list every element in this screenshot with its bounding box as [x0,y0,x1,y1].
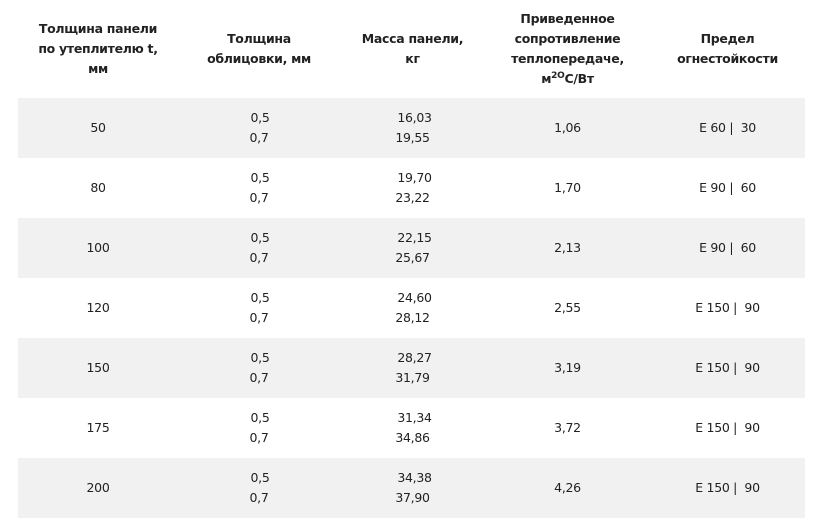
cell-cladding: 0,5 0,7 [249,170,270,205]
cell-mass: 28,27 31,79 [340,338,485,398]
cell-resistance: 1,70 [554,180,581,195]
cell-thickness: 100 [18,218,178,278]
cell-resistance: 3,72 [554,420,581,435]
cell-thickness: 120 [86,300,110,315]
header-row: Толщина панели по утеплителю t, мм Толщина… [18,0,805,98]
cell-cladding: 0,5 0,7 [249,290,270,325]
cell-cladding: 0,5 0,7 [178,338,340,398]
cell-fire: E 90 | 60 [699,180,756,195]
cell-resistance: 3,19 [485,338,650,398]
header-mass: Масса панели, кг [361,31,464,66]
header-cladding: Толщина облицовки, мм [207,31,311,66]
cell-thickness: 175 [86,420,110,435]
cell-mass: 19,70 23,22 [395,170,432,205]
table-row: 100 0,5 0,7 22,15 25,67 2,13 E 90 | 60 [18,218,805,278]
cell-fire: E 60 | 30 [650,98,805,158]
table-row: 120 0,5 0,7 24,60 28,12 2,55 E 150 | 90 [18,278,805,338]
cell-thickness: 200 [18,458,178,518]
cell-cladding: 0,5 0,7 [178,98,340,158]
header-fire: Предел огнестойкости [677,31,778,66]
cell-cladding: 0,5 0,7 [178,218,340,278]
cell-cladding: 0,5 0,7 [178,458,340,518]
cell-thickness: 50 [18,98,178,158]
cell-mass: 22,15 25,67 [340,218,485,278]
table-row: 50 0,5 0,7 16,03 19,55 1,06 E 60 | 30 [18,98,805,158]
table-row: 200 0,5 0,7 34,38 37,90 4,26 E 150 | 90 [18,458,805,518]
cell-resistance: 1,06 [485,98,650,158]
cell-fire: E 150 | 90 [695,300,760,315]
cell-resistance: 2,13 [485,218,650,278]
header-resistance: Приведенное сопротивление теплопередаче, м2… [511,11,624,86]
panel-specs-table: Толщина панели по утеплителю t, мм Толщина… [18,0,805,518]
cell-fire: E 90 | 60 [650,218,805,278]
cell-cladding: 0,5 0,7 [249,410,270,445]
cell-mass: 16,03 19,55 [340,98,485,158]
cell-thickness: 80 [90,180,106,195]
header-thickness: Толщина панели по утеплителю t, мм [38,21,158,76]
cell-thickness: 150 [18,338,178,398]
cell-fire: E 150 | 90 [650,338,805,398]
cell-mass: 31,34 34,86 [395,410,432,445]
table-row: 150 0,5 0,7 28,27 31,79 3,19 E 150 | 90 [18,338,805,398]
cell-mass: 24,60 28,12 [395,290,432,325]
cell-fire: E 150 | 90 [650,458,805,518]
cell-mass: 34,38 37,90 [340,458,485,518]
cell-resistance: 2,55 [554,300,581,315]
cell-resistance: 4,26 [485,458,650,518]
cell-fire: E 150 | 90 [695,420,760,435]
table-row: 80 0,5 0,7 19,70 23,22 1,70 E 90 | 60 [18,158,805,218]
table-row: 175 0,5 0,7 31,34 34,86 3,72 E 150 | 90 [18,398,805,458]
